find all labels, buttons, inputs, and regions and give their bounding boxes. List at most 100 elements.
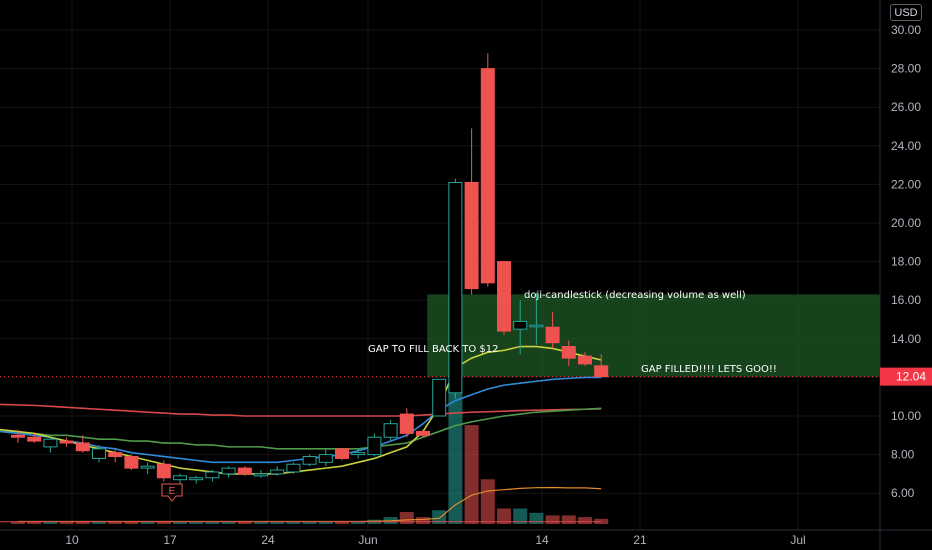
candle-body [286,463,301,473]
volume-bar [221,521,236,524]
volume-bar [351,521,366,524]
ma-red-line [0,403,602,417]
candle [594,354,609,378]
price-tick-label: 8.00 [891,448,915,462]
candle [513,300,528,355]
candle-body [318,454,333,463]
volume-bar [335,521,349,524]
volume-bar [286,521,301,524]
volume-bar [189,521,204,524]
candle [221,466,236,478]
volume-bars [0,386,609,524]
price-tick-label: 16.00 [891,293,921,307]
price-tick-label: 6.00 [891,486,915,500]
candle [318,448,333,467]
price-tick-label: 30.00 [891,23,921,37]
volume-bar [448,386,463,524]
currency-button[interactable]: USD [890,4,922,21]
candle [254,470,268,478]
candle-body [254,473,268,477]
candle [286,462,301,474]
volume-bar [513,508,528,524]
time-axis[interactable]: 10 17 24 Jun 14 21 Jul [0,529,932,547]
time-tick-label: 21 [633,533,647,547]
candle-body [43,438,58,448]
gap-filled-annotation: GAP FILLED!!!! LETS GOO!! [641,364,777,375]
price-tick-label: 24.00 [891,139,921,153]
time-tick-label: Jun [358,533,377,547]
candle [59,437,74,447]
candle [367,433,382,457]
volume-bar [318,521,333,524]
candle-body [335,448,349,459]
volume-bar [27,521,42,524]
candle-body [205,471,220,479]
candle [43,437,58,453]
volume-bar [11,521,25,524]
price-tick-label: 22.00 [891,177,921,191]
earnings-marker[interactable]: E [161,483,183,502]
candle [237,466,252,476]
volume-bar [529,512,544,524]
volume-bar [578,517,592,524]
candle [432,378,447,417]
candle-body [480,68,495,284]
candle [464,128,479,295]
candle-body [561,346,576,359]
candles [11,53,609,484]
candle [578,352,592,366]
candle-body [75,442,90,452]
candle-body [11,434,25,438]
candle-body [302,456,317,465]
earnings-icon[interactable] [161,483,183,502]
candle-body [578,355,592,365]
time-tick-label: 17 [163,533,177,547]
last-price-label: 12.04 [880,367,932,386]
candle [399,408,414,438]
candle-body [270,469,285,475]
candle-body [367,436,382,456]
time-tick-label: Jul [790,533,805,547]
candle [335,448,349,461]
volume-bar [270,521,285,524]
candle-body [497,261,511,332]
volume-bar [108,521,123,524]
candle-body [545,326,560,344]
volume-bar [399,511,414,524]
candle-body [221,467,236,475]
candle [545,311,560,349]
ma-green-line [0,407,602,450]
volume-bar [416,517,430,524]
volume-bar [237,521,252,524]
candle [351,448,366,459]
volume-bar [464,425,479,524]
doji-annotation: doji-candlestick (decreasing volume as w… [524,290,746,301]
candle-body [92,448,106,459]
candle [92,444,106,463]
volume-bar [59,521,74,524]
price-tick-label: 20.00 [891,216,921,230]
volume-bar [561,515,576,524]
price-axis[interactable]: 30.00 28.00 26.00 24.00 22.00 20.00 18.00 16.00… [879,0,932,550]
candle-body [156,463,171,479]
candle-body [513,320,528,330]
volume-bar [545,515,560,524]
candle [383,419,398,442]
candle [75,435,90,453]
candle [529,292,544,345]
candle [270,466,285,476]
candle-body [383,423,398,438]
annotations: doji-candlestick (decreasing volume as w… [368,290,777,375]
earnings-label: E [169,486,176,497]
candle-body [140,465,155,469]
volume-bar [173,521,187,524]
candle [156,460,171,482]
candle-body [416,430,430,436]
time-tick-label: 14 [535,533,549,547]
candle [561,340,576,366]
candle [124,454,139,471]
candle [416,429,430,438]
volume-bar [205,521,220,524]
candle-body [351,452,366,456]
